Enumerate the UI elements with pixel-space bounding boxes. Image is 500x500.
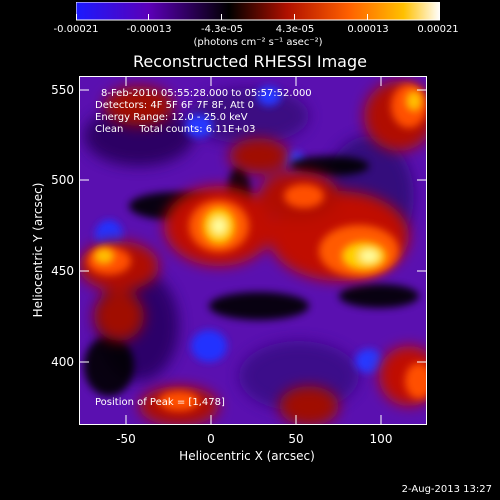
colorbar-units: (photons cm⁻² s⁻¹ asec⁻²) <box>193 37 323 48</box>
y-tick-label: 400 <box>51 355 74 369</box>
y-tick-label: 450 <box>51 264 74 278</box>
timestamp: 2-Aug-2013 13:27 <box>401 484 492 495</box>
colorbar-tick-label: -0.00013 <box>126 24 172 35</box>
y-tick-label: 550 <box>51 83 74 97</box>
colorbar <box>76 2 440 21</box>
detectors-text: Detectors: 4F 5F 6F 7F 8F, Att 0 <box>95 100 255 111</box>
rhessi-image <box>79 76 427 425</box>
colorbar-tick-label: -0.00021 <box>53 24 99 35</box>
energy-range-text: Energy Range: 12.0 - 25.0 keV <box>95 112 248 123</box>
y-tick-label: 500 <box>51 173 74 187</box>
colorbar-tick-label: 4.3e-05 <box>275 24 315 35</box>
x-tick-label: 100 <box>369 432 393 446</box>
x-tick-label: 0 <box>207 432 215 446</box>
peak-position-text: Position of Peak = [1,478] <box>95 397 225 408</box>
clean-counts-text: Clean Total counts: 6.11E+03 <box>95 124 256 135</box>
colorbar-tick-label: -4.3e-05 <box>201 24 243 35</box>
x-tick-label: 50 <box>288 432 304 446</box>
y-axis-label: Heliocentric Y (arcsec) <box>31 182 45 318</box>
colorbar-tick-label: 0.00013 <box>347 24 389 35</box>
colorbar-tick-label: 0.00021 <box>417 24 459 35</box>
plot-title: Reconstructed RHESSI Image <box>133 52 367 71</box>
x-tick-label: -50 <box>116 432 136 446</box>
time-range-text: 8-Feb-2010 05:55:28.000 to 05:57:52.000 <box>101 88 312 99</box>
x-axis-label: Heliocentric X (arcsec) <box>179 449 315 463</box>
